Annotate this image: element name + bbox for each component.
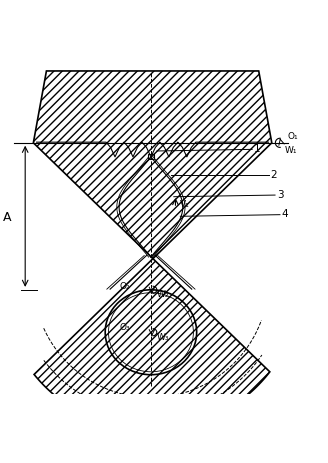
- Text: O₃: O₃: [120, 322, 131, 331]
- Text: 3: 3: [277, 189, 283, 199]
- Text: W₁: W₁: [285, 146, 297, 155]
- Text: 1: 1: [254, 144, 260, 154]
- Text: 4: 4: [281, 209, 288, 219]
- Text: 2: 2: [270, 170, 277, 180]
- Polygon shape: [33, 72, 272, 430]
- Text: V₁: V₁: [180, 199, 190, 208]
- Text: W₂: W₂: [157, 289, 169, 298]
- Text: O₂: O₂: [120, 282, 131, 290]
- Bar: [148, 155, 154, 160]
- Text: O₁: O₁: [287, 131, 298, 141]
- Text: A: A: [3, 210, 11, 223]
- Text: W₃: W₃: [157, 332, 169, 341]
